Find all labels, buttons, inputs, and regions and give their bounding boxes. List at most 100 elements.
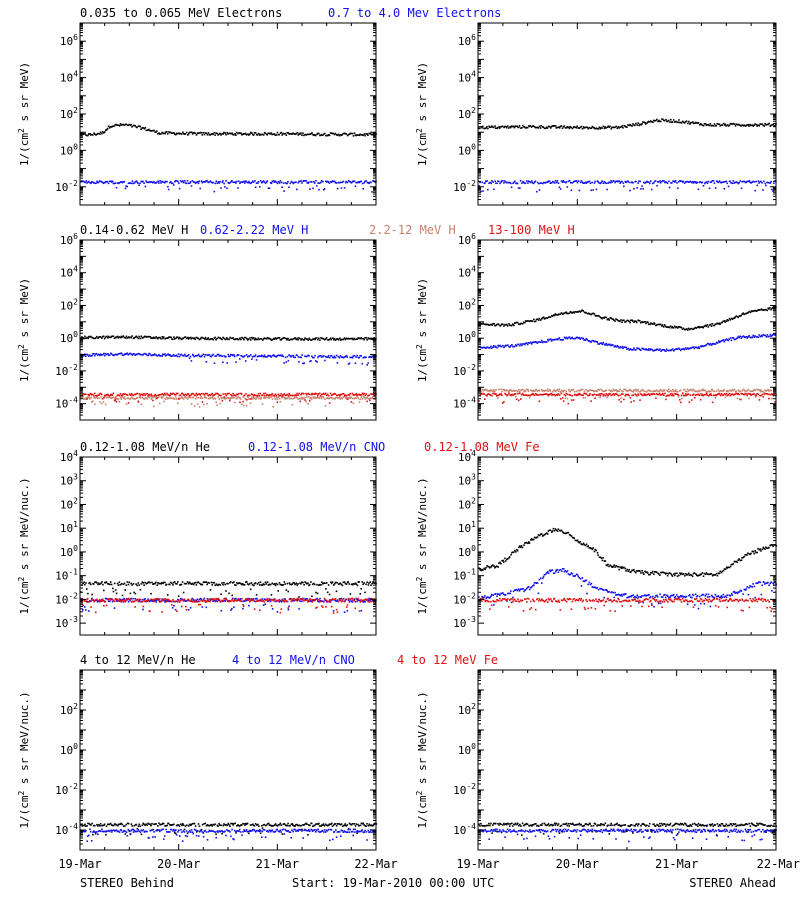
legend-row2-1: 0.12-1.08 MeV/n CNO <box>248 440 385 454</box>
y-tick-label-2-ahead-3: 103 <box>458 473 476 488</box>
y-tick-label-1-ahead-2: 102 <box>458 297 476 312</box>
y-tick-label-0-behind-4: 104 <box>60 70 78 85</box>
panel-2-behind-data <box>80 581 377 614</box>
y-tick-label-1-behind-2: 102 <box>60 297 78 312</box>
series-1-behind-3 <box>80 392 377 404</box>
y-tick-label-2-behind-4: 104 <box>60 449 78 464</box>
y-tick-label-3-ahead--4: 10-4 <box>453 822 476 837</box>
legend-row2-2: 0.12-1.08 MeV Fe <box>424 440 540 454</box>
y-tick-label-2-ahead-4: 104 <box>458 449 476 464</box>
x-tick-label-ahead-3: 22-Mar <box>757 857 800 871</box>
legend-row3-1: 4 to 12 MeV/n CNO <box>232 653 355 667</box>
y-tick-label-0-behind--2: 10-2 <box>55 179 78 194</box>
y-tick-label-1-ahead-6: 106 <box>458 232 476 247</box>
series-3-behind-1 <box>80 828 377 842</box>
series-0-ahead-0 <box>478 118 777 130</box>
data-layer <box>80 118 777 843</box>
panel-2-ahead-data <box>478 527 777 612</box>
footer-left-label: STEREO Behind <box>80 876 174 890</box>
panel-1-ahead-data <box>478 306 777 405</box>
y-tick-label-0-ahead-0: 100 <box>458 142 476 157</box>
axes-layer <box>79 22 777 851</box>
x-tick-label-behind-0: 19-Mar <box>58 857 101 871</box>
y-axis-label-1-ahead: 1/(cm2 s sr MeV) <box>415 278 429 382</box>
legend-row1-2: 2.2-12 MeV H <box>369 223 456 237</box>
y-tick-label-3-behind--2: 10-2 <box>55 782 78 797</box>
series-1-ahead-2 <box>478 388 777 401</box>
series-1-behind-2 <box>80 395 377 408</box>
y-tick-label-1-behind-6: 106 <box>60 232 78 247</box>
y-tick-label-1-ahead-4: 104 <box>458 265 476 280</box>
series-1-ahead-0 <box>478 306 777 331</box>
y-tick-label-0-behind-2: 102 <box>60 106 78 121</box>
legend-row3-2: 4 to 12 MeV Fe <box>397 653 498 667</box>
legend-row1-0: 0.14-0.62 MeV H <box>80 223 188 237</box>
y-axis-label-0-ahead: 1/(cm2 s sr MeV) <box>415 62 429 166</box>
series-1-behind-0 <box>80 335 377 341</box>
y-tick-label-0-ahead-2: 102 <box>458 106 476 121</box>
y-tick-label-1-behind--2: 10-2 <box>55 363 78 378</box>
y-tick-label-2-behind--3: 10-3 <box>55 615 78 630</box>
y-tick-label-2-behind--2: 10-2 <box>55 591 78 606</box>
y-tick-label-3-behind-0: 100 <box>60 742 78 757</box>
panel-0-behind-frame <box>79 22 377 206</box>
y-tick-label-1-ahead--2: 10-2 <box>453 363 476 378</box>
y-axis-label-1-behind: 1/(cm2 s sr MeV) <box>17 278 31 382</box>
series-1-ahead-1 <box>478 333 777 352</box>
x-tick-label-ahead-2: 21-Mar <box>655 857 698 871</box>
y-tick-label-2-behind-3: 103 <box>60 473 78 488</box>
legend-row3-0: 4 to 12 MeV/n He <box>80 653 196 667</box>
series-3-ahead-1 <box>478 828 777 843</box>
legend-row2-0: 0.12-1.08 MeV/n He <box>80 440 210 454</box>
x-tick-label-behind-3: 22-Mar <box>354 857 397 871</box>
y-tick-label-2-ahead-2: 102 <box>458 496 476 511</box>
y-tick-label-0-behind-6: 106 <box>60 33 78 48</box>
x-tick-label-ahead-1: 20-Mar <box>556 857 599 871</box>
y-tick-label-2-ahead-0: 100 <box>458 544 476 559</box>
series-1-behind-1 <box>80 352 377 366</box>
y-tick-label-2-behind-2: 102 <box>60 496 78 511</box>
series-0-ahead-1 <box>478 180 777 193</box>
y-tick-label-1-behind-4: 104 <box>60 265 78 280</box>
legend-row0-0: 0.035 to 0.065 MeV Electrons <box>80 6 282 20</box>
y-tick-label-1-ahead-0: 100 <box>458 330 476 345</box>
y-tick-label-0-ahead-4: 104 <box>458 70 476 85</box>
series-0-behind-0 <box>80 123 377 137</box>
legend-row0-1: 0.7 to 4.0 Mev Electrons <box>328 6 501 20</box>
y-tick-label-2-ahead--3: 10-3 <box>453 615 476 630</box>
y-tick-label-2-ahead--1: 10-1 <box>453 568 476 583</box>
y-tick-label-3-ahead-2: 102 <box>458 702 476 717</box>
y-tick-label-1-ahead--4: 10-4 <box>453 396 476 411</box>
series-0-behind-1 <box>80 180 377 193</box>
panel-1-behind-data <box>80 335 377 408</box>
y-tick-label-2-ahead-1: 101 <box>458 520 476 535</box>
y-axis-label-3-behind: 1/(cm2 s sr MeV/nuc.) <box>17 691 31 828</box>
y-axis-label-2-behind: 1/(cm2 s sr MeV/nuc.) <box>17 477 31 614</box>
panel-0-ahead-frame <box>477 22 777 206</box>
y-axis-label-3-ahead: 1/(cm2 s sr MeV/nuc.) <box>415 691 429 828</box>
y-axis-label-0-behind: 1/(cm2 s sr MeV) <box>17 62 31 166</box>
y-tick-label-3-behind--4: 10-4 <box>55 822 78 837</box>
y-tick-label-2-behind-1: 101 <box>60 520 78 535</box>
y-tick-label-0-behind-0: 100 <box>60 142 78 157</box>
series-2-behind-2 <box>80 597 377 614</box>
y-tick-label-0-ahead-6: 106 <box>458 33 476 48</box>
footer-center-label: Start: 19-Mar-2010 00:00 UTC <box>292 876 494 890</box>
footer-right-label: STEREO Ahead <box>689 876 776 890</box>
legend-row1-1: 0.62-2.22 MeV H <box>200 223 308 237</box>
y-tick-label-1-behind--4: 10-4 <box>55 396 78 411</box>
y-tick-label-2-behind--1: 10-1 <box>55 568 78 583</box>
series-2-ahead-1 <box>478 568 777 610</box>
y-tick-label-2-behind-0: 100 <box>60 544 78 559</box>
y-axis-label-2-ahead: 1/(cm2 s sr MeV/nuc.) <box>415 477 429 614</box>
series-3-behind-0 <box>80 822 378 837</box>
legend-row1-3: 13-100 MeV H <box>488 223 575 237</box>
y-tick-label-3-ahead-0: 100 <box>458 742 476 757</box>
series-3-ahead-0 <box>478 822 777 836</box>
panel-0-behind-data <box>80 123 377 193</box>
series-2-ahead-0 <box>478 527 777 578</box>
panel-2-behind-frame <box>79 456 377 636</box>
panel-0-ahead-data <box>478 118 777 193</box>
series-2-ahead-2 <box>478 597 777 612</box>
